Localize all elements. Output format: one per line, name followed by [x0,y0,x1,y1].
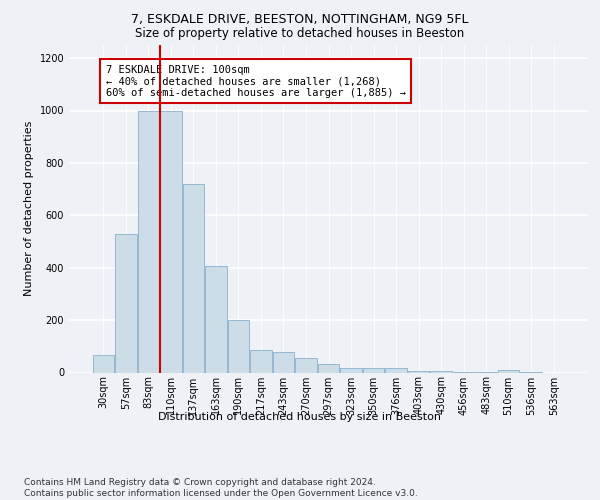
Bar [228,320,249,372]
Bar [385,368,407,372]
Bar [498,370,520,372]
Bar [340,368,362,372]
Text: 7 ESKDALE DRIVE: 100sqm
← 40% of detached houses are smaller (1,268)
60% of semi: 7 ESKDALE DRIVE: 100sqm ← 40% of detache… [106,64,406,98]
Text: Contains HM Land Registry data © Crown copyright and database right 2024.
Contai: Contains HM Land Registry data © Crown c… [24,478,418,498]
Bar [92,356,114,372]
Bar [295,358,317,372]
Bar [205,266,227,372]
Bar [430,371,452,372]
Bar [250,350,272,372]
Y-axis label: Number of detached properties: Number of detached properties [24,121,34,296]
Bar [363,368,384,372]
Text: Distribution of detached houses by size in Beeston: Distribution of detached houses by size … [158,412,442,422]
Text: Size of property relative to detached houses in Beeston: Size of property relative to detached ho… [136,28,464,40]
Text: 7, ESKDALE DRIVE, BEESTON, NOTTINGHAM, NG9 5FL: 7, ESKDALE DRIVE, BEESTON, NOTTINGHAM, N… [131,12,469,26]
Bar [137,110,159,372]
Bar [182,184,204,372]
Bar [408,371,429,372]
Bar [318,364,339,372]
Bar [273,352,294,372]
Bar [115,234,137,372]
Bar [160,110,182,372]
